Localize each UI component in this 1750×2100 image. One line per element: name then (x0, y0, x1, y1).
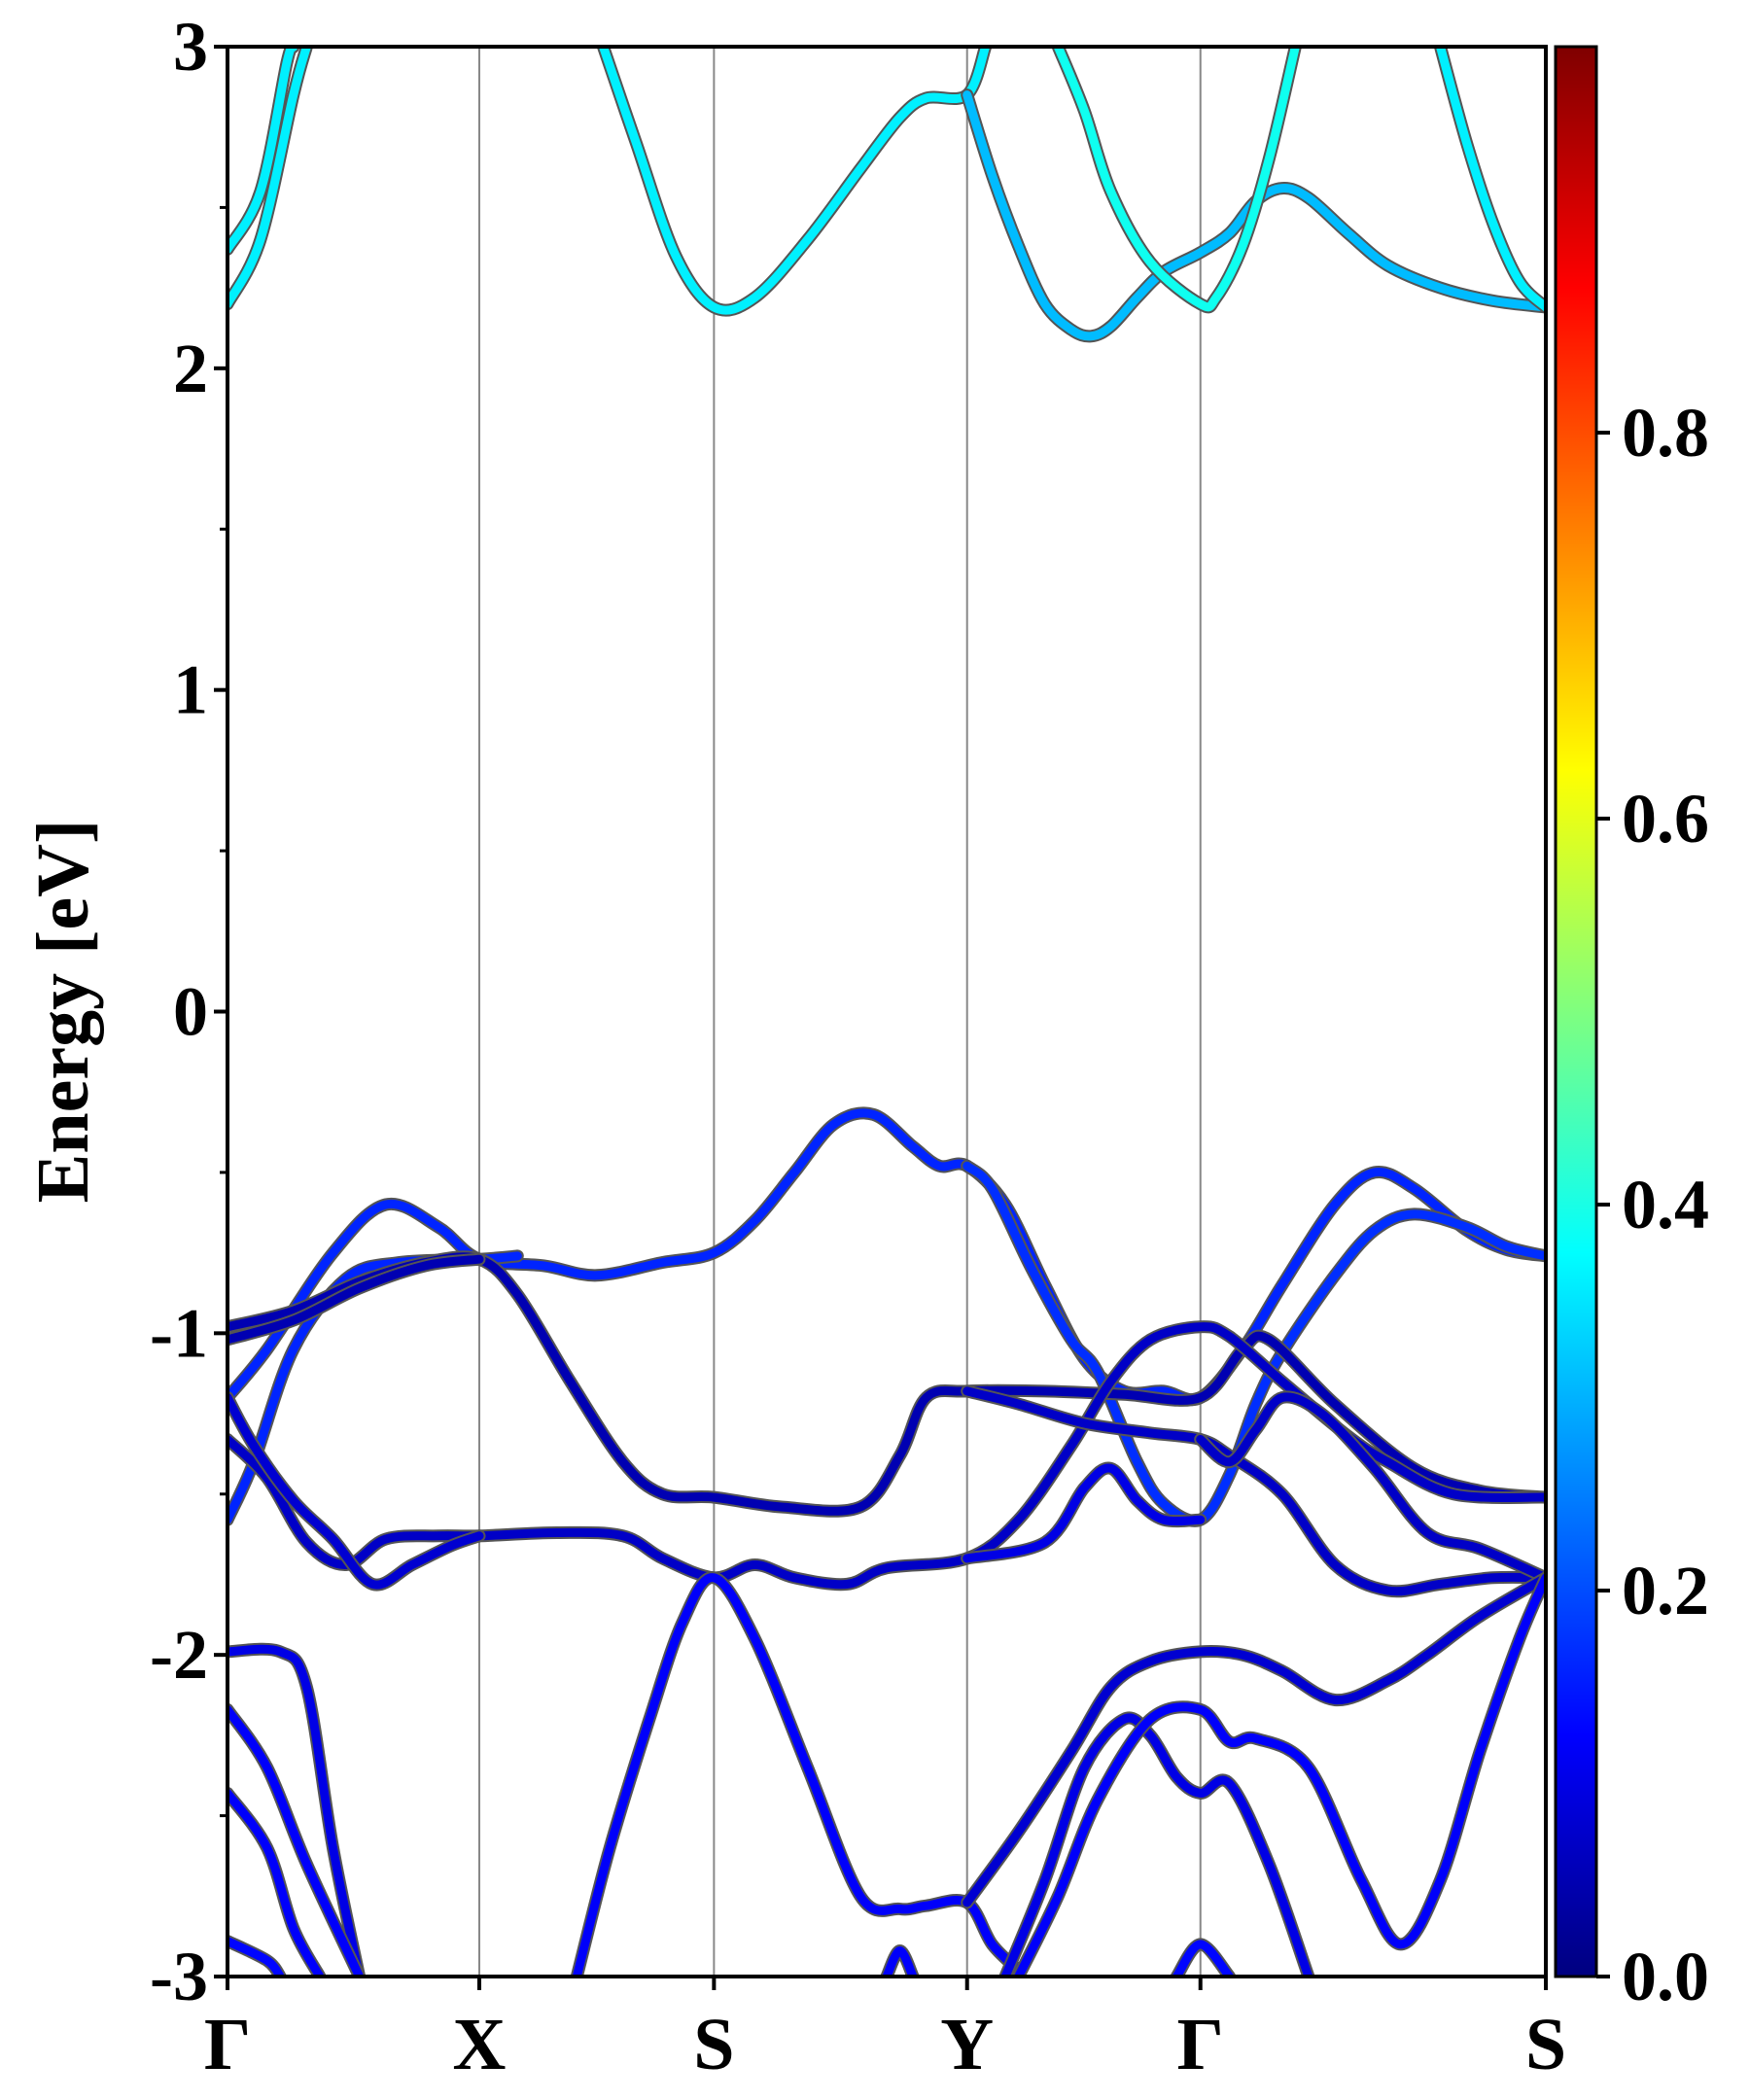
band-vb9 (1196, 1392, 1546, 1583)
colorbar-tick-label-0: 0.0 (1622, 1938, 1709, 2015)
y-tick-label-1: 2 (173, 330, 208, 407)
band-cb3-outline (597, 47, 993, 317)
x-tick-label-3: Y (940, 2004, 994, 2085)
band-lb9 (882, 1946, 918, 1977)
x-tick-label-0: Γ (204, 2004, 251, 2085)
y-tick-label-6: -3 (150, 1938, 208, 2015)
band-cb1 (228, 47, 311, 309)
band-lb5 (572, 1573, 1024, 1977)
x-tick-label-1: X (453, 2004, 507, 2085)
x-tick-label-2: S (693, 2004, 734, 2085)
band-cb4 (962, 90, 1546, 341)
y-tick-label-4: -1 (150, 1294, 208, 1372)
y-tick-label-0: 3 (173, 8, 208, 86)
band-cb3 (599, 47, 991, 315)
band-lb6 (962, 1573, 1546, 1908)
x-tick-label-5: S (1525, 2004, 1566, 2085)
band-lb1 (228, 1644, 365, 1977)
band-lb4 (228, 1937, 285, 1977)
colorbar-tick-label-2: 0.4 (1622, 1166, 1709, 1243)
band-cb5 (1053, 47, 1300, 312)
x-tick-label-4: Γ (1177, 2004, 1224, 2085)
colorbar (1554, 45, 1598, 1978)
band-vb4 (228, 1252, 1546, 1516)
y-tick-label-5: -2 (150, 1616, 208, 1694)
colorbar-tick-label-3: 0.6 (1622, 780, 1709, 858)
band-lb2 (228, 1704, 365, 1977)
band-vb6-outline (228, 1320, 1546, 1592)
band-cb6-outline (1434, 47, 1546, 314)
band-vb3 (962, 1161, 1546, 1525)
colorbar-axis: 0.0 0.2 0.4 0.6 0.8 (1596, 394, 1709, 2015)
band-lb3 (228, 1788, 325, 1977)
band-lb5-outline (570, 1571, 1026, 1977)
band-lb8 (1014, 1573, 1546, 1977)
y-axis: 3 2 1 0 -1 -2 -3 (150, 8, 228, 2015)
y-tick-label-3: 0 (173, 973, 208, 1051)
band-vb6 (228, 1322, 1546, 1590)
band-lb7 (1000, 1713, 1313, 1977)
band-vb8 (962, 1386, 1546, 1596)
y-axis-label: Energy [eV] (22, 820, 104, 1204)
band-lb10 (1172, 1940, 1235, 1977)
band-cb6 (1436, 47, 1546, 312)
colorbar-tick-label-1: 0.2 (1622, 1552, 1709, 1629)
plot-frame (226, 45, 1548, 1978)
band-vb7 (228, 1393, 484, 1590)
band-vb10 (962, 1463, 1206, 1563)
band-vb5 (228, 1254, 484, 1345)
band-lines (228, 47, 1546, 1977)
colorbar-tick-label-4: 0.8 (1622, 394, 1709, 472)
y-tick-label-2: 1 (173, 651, 208, 729)
